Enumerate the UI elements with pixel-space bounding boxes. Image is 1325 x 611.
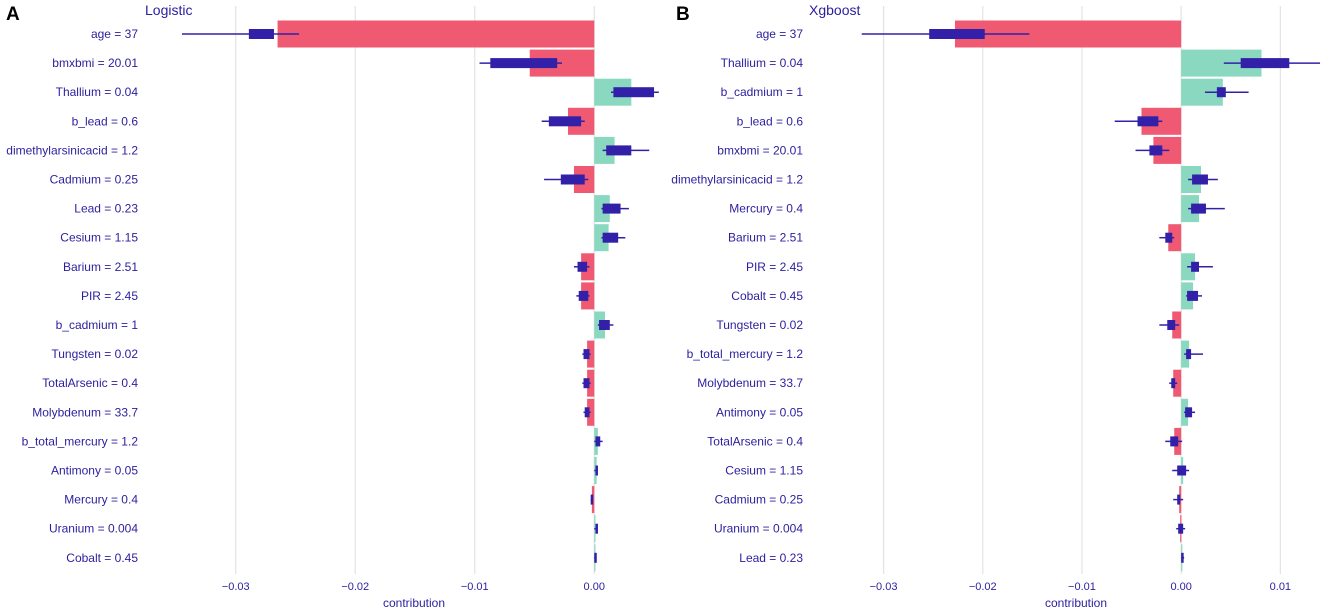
panel-b-tick-label-0: −0.03 <box>870 581 898 593</box>
panel-b-label-thallium-0-04: Thallium = 0.04 <box>721 56 804 70</box>
panel-b-box-age-37 <box>929 29 985 39</box>
panel-b-bar-barium-2-51 <box>1168 224 1182 252</box>
panel-b-tick-label-1: −0.02 <box>969 581 997 593</box>
panel-b-label-cesium-1-15: Cesium = 1.15 <box>725 464 803 478</box>
panel-b-box-mercury-0-4 <box>1191 203 1206 214</box>
panel-a-tick-label-2: −0.01 <box>461 581 489 593</box>
panel-a-label-cadmium-0-25: Cadmium = 0.25 <box>50 173 139 187</box>
panel-b-box-uranium-0-004 <box>1178 523 1184 534</box>
panel-a-tick-label-0: −0.03 <box>222 581 250 593</box>
panel-b-box-antimony-0-05 <box>1185 407 1193 418</box>
panel-b-box-cesium-1-15 <box>1177 465 1187 476</box>
panel-b-label-lead-0-23: Lead = 0.23 <box>739 551 803 565</box>
panel-b-title: Xgboost <box>809 2 860 18</box>
panel-b-box-totalarsenic-0-4 <box>1170 436 1179 447</box>
panel-b-tick-label-2: −0.01 <box>1068 581 1096 593</box>
panel-b-label-molybdenum-33-7: Molybdenum = 33.7 <box>697 376 803 390</box>
panel-b-box-barium-2-51 <box>1165 232 1173 243</box>
panel-b-tick-label-3: 0.00 <box>1170 581 1191 593</box>
panel-a-label-tungsten-0-02: Tungsten = 0.02 <box>51 347 138 361</box>
panel-a-label-b-lead-0-6: b_lead = 0.6 <box>72 114 139 128</box>
panel-a-label-dimethylarsinicacid-1-2: dimethylarsinicacid = 1.2 <box>6 143 138 157</box>
panel-a-box-b-cadmium-1 <box>599 320 610 330</box>
panel-a-box-cesium-1-15 <box>602 232 619 243</box>
panel-a-letter: A <box>6 4 20 25</box>
panel-b-label-dimethylarsinicacid-1-2: dimethylarsinicacid = 1.2 <box>671 173 803 187</box>
panel-b-box-cadmium-0-25 <box>1177 494 1181 505</box>
panel-a-label-thallium-0-04: Thallium = 0.04 <box>56 85 139 99</box>
panel-a-box-b-lead-0-6 <box>548 116 582 127</box>
panel-b-label-cadmium-0-25: Cadmium = 0.25 <box>715 493 804 507</box>
panel-b-label-tungsten-0-02: Tungsten = 0.02 <box>716 318 803 332</box>
panel-a-box-tungsten-0-02 <box>583 349 590 360</box>
panel-b-box-cobalt-0-45 <box>1187 290 1199 301</box>
panel-a-label-bmxbmi-20-01: bmxbmi = 20.01 <box>52 56 138 70</box>
panel-a-box-b-total-mercury-1-2 <box>595 436 601 447</box>
panel-a-box-cadmium-0-25 <box>560 174 585 185</box>
panel-b-label-totalarsenic-0-4: TotalArsenic = 0.4 <box>707 434 803 448</box>
panel-b-label-b-lead-0-6: b_lead = 0.6 <box>737 114 804 128</box>
panel-a-label-cobalt-0-45: Cobalt = 0.45 <box>66 551 138 565</box>
panel-b-label-b-cadmium-1: b_cadmium = 1 <box>721 85 804 99</box>
panel-a-label-uranium-0-004: Uranium = 0.004 <box>49 522 138 536</box>
panel-b-box-bmxbmi-20-01 <box>1149 145 1163 156</box>
panel-a-label-molybdenum-33-7: Molybdenum = 33.7 <box>32 405 138 419</box>
panel-b-tick-label-4: 0.01 <box>1270 581 1291 593</box>
panel-a-box-barium-2-51 <box>577 261 588 272</box>
panel-b-box-tungsten-0-02 <box>1167 320 1176 330</box>
panel-a-box-mercury-0-4 <box>590 494 594 505</box>
panel-a-label-b-total-mercury-1-2: b_total_mercury = 1.2 <box>22 434 139 448</box>
panel-a-tick-label-3: 0.00 <box>584 581 605 593</box>
panel-a-box-dimethylarsinicacid-1-2 <box>606 145 632 156</box>
panel-a-box-uranium-0-004 <box>595 523 598 534</box>
panel-a-title: Logistic <box>145 2 192 18</box>
panel-a-box-bmxbmi-20-01 <box>490 58 558 69</box>
panel-a-box-totalarsenic-0-4 <box>583 378 590 389</box>
panel-b-box-b-cadmium-1 <box>1216 87 1226 98</box>
panel-b-x-axis-title: contribution <box>1045 596 1107 610</box>
panel-a-bar-age-37 <box>277 20 595 48</box>
panel-a-box-thallium-0-04 <box>613 87 655 98</box>
panel-a-label-cesium-1-15: Cesium = 1.15 <box>60 231 138 245</box>
panel-a-box-antimony-0-05 <box>595 465 598 476</box>
panel-b-label-mercury-0-4: Mercury = 0.4 <box>729 202 803 216</box>
panel-a-box-lead-0-23 <box>602 203 621 214</box>
panel-a-label-mercury-0-4: Mercury = 0.4 <box>64 493 138 507</box>
panel-a-box-cobalt-0-45 <box>594 552 597 563</box>
panel-a-label-pir-2-45: PIR = 2.45 <box>81 289 138 303</box>
panel-a-label-antimony-0-05: Antimony = 0.05 <box>51 464 138 478</box>
panel-b-box-lead-0-23 <box>1181 552 1184 563</box>
panel-b-box-dimethylarsinicacid-1-2 <box>1192 174 1208 185</box>
panel-b-label-age-37: age = 37 <box>756 27 803 41</box>
panel-a-tick-label-1: −0.02 <box>341 581 369 593</box>
panel-b-label-pir-2-45: PIR = 2.45 <box>746 260 803 274</box>
panel-b-label-b-total-mercury-1-2: b_total_mercury = 1.2 <box>687 347 804 361</box>
panel-b-letter: B <box>676 4 690 25</box>
panel-a-label-totalarsenic-0-4: TotalArsenic = 0.4 <box>42 376 138 390</box>
panel-b-box-b-lead-0-6 <box>1137 116 1159 127</box>
panel-b-box-molybdenum-33-7 <box>1171 378 1176 389</box>
panel-b-label-antimony-0-05: Antimony = 0.05 <box>716 405 803 419</box>
panel-a-label-lead-0-23: Lead = 0.23 <box>74 202 138 216</box>
panel-a-label-age-37: age = 37 <box>91 27 138 41</box>
panel-b-label-cobalt-0-45: Cobalt = 0.45 <box>731 289 803 303</box>
panel-a-label-b-cadmium-1: b_cadmium = 1 <box>56 318 139 332</box>
panel-a-x-axis-title: contribution <box>383 596 445 610</box>
panel-b-label-uranium-0-004: Uranium = 0.004 <box>714 522 803 536</box>
panel-a-box-pir-2-45 <box>578 290 589 301</box>
panel-b-xgboost: Xgboost age = 37 Thallium = 0.04 b_cadmium … <box>671 2 1321 610</box>
panel-a-box-age-37 <box>248 29 274 39</box>
panel-b-label-bmxbmi-20-01: bmxbmi = 20.01 <box>717 143 803 157</box>
panel-a-label-barium-2-51: Barium = 2.51 <box>63 260 138 274</box>
panel-b-box-pir-2-45 <box>1191 261 1200 272</box>
panel-a-box-molybdenum-33-7 <box>584 407 590 418</box>
panel-b-label-barium-2-51: Barium = 2.51 <box>728 231 803 245</box>
panel-b-box-b-total-mercury-1-2 <box>1186 349 1192 360</box>
panel-b-box-thallium-0-04 <box>1240 58 1290 69</box>
panel-a-logistic: Logistic age = 37 bmxbmi = 20.01 Thallium =… <box>6 2 659 610</box>
